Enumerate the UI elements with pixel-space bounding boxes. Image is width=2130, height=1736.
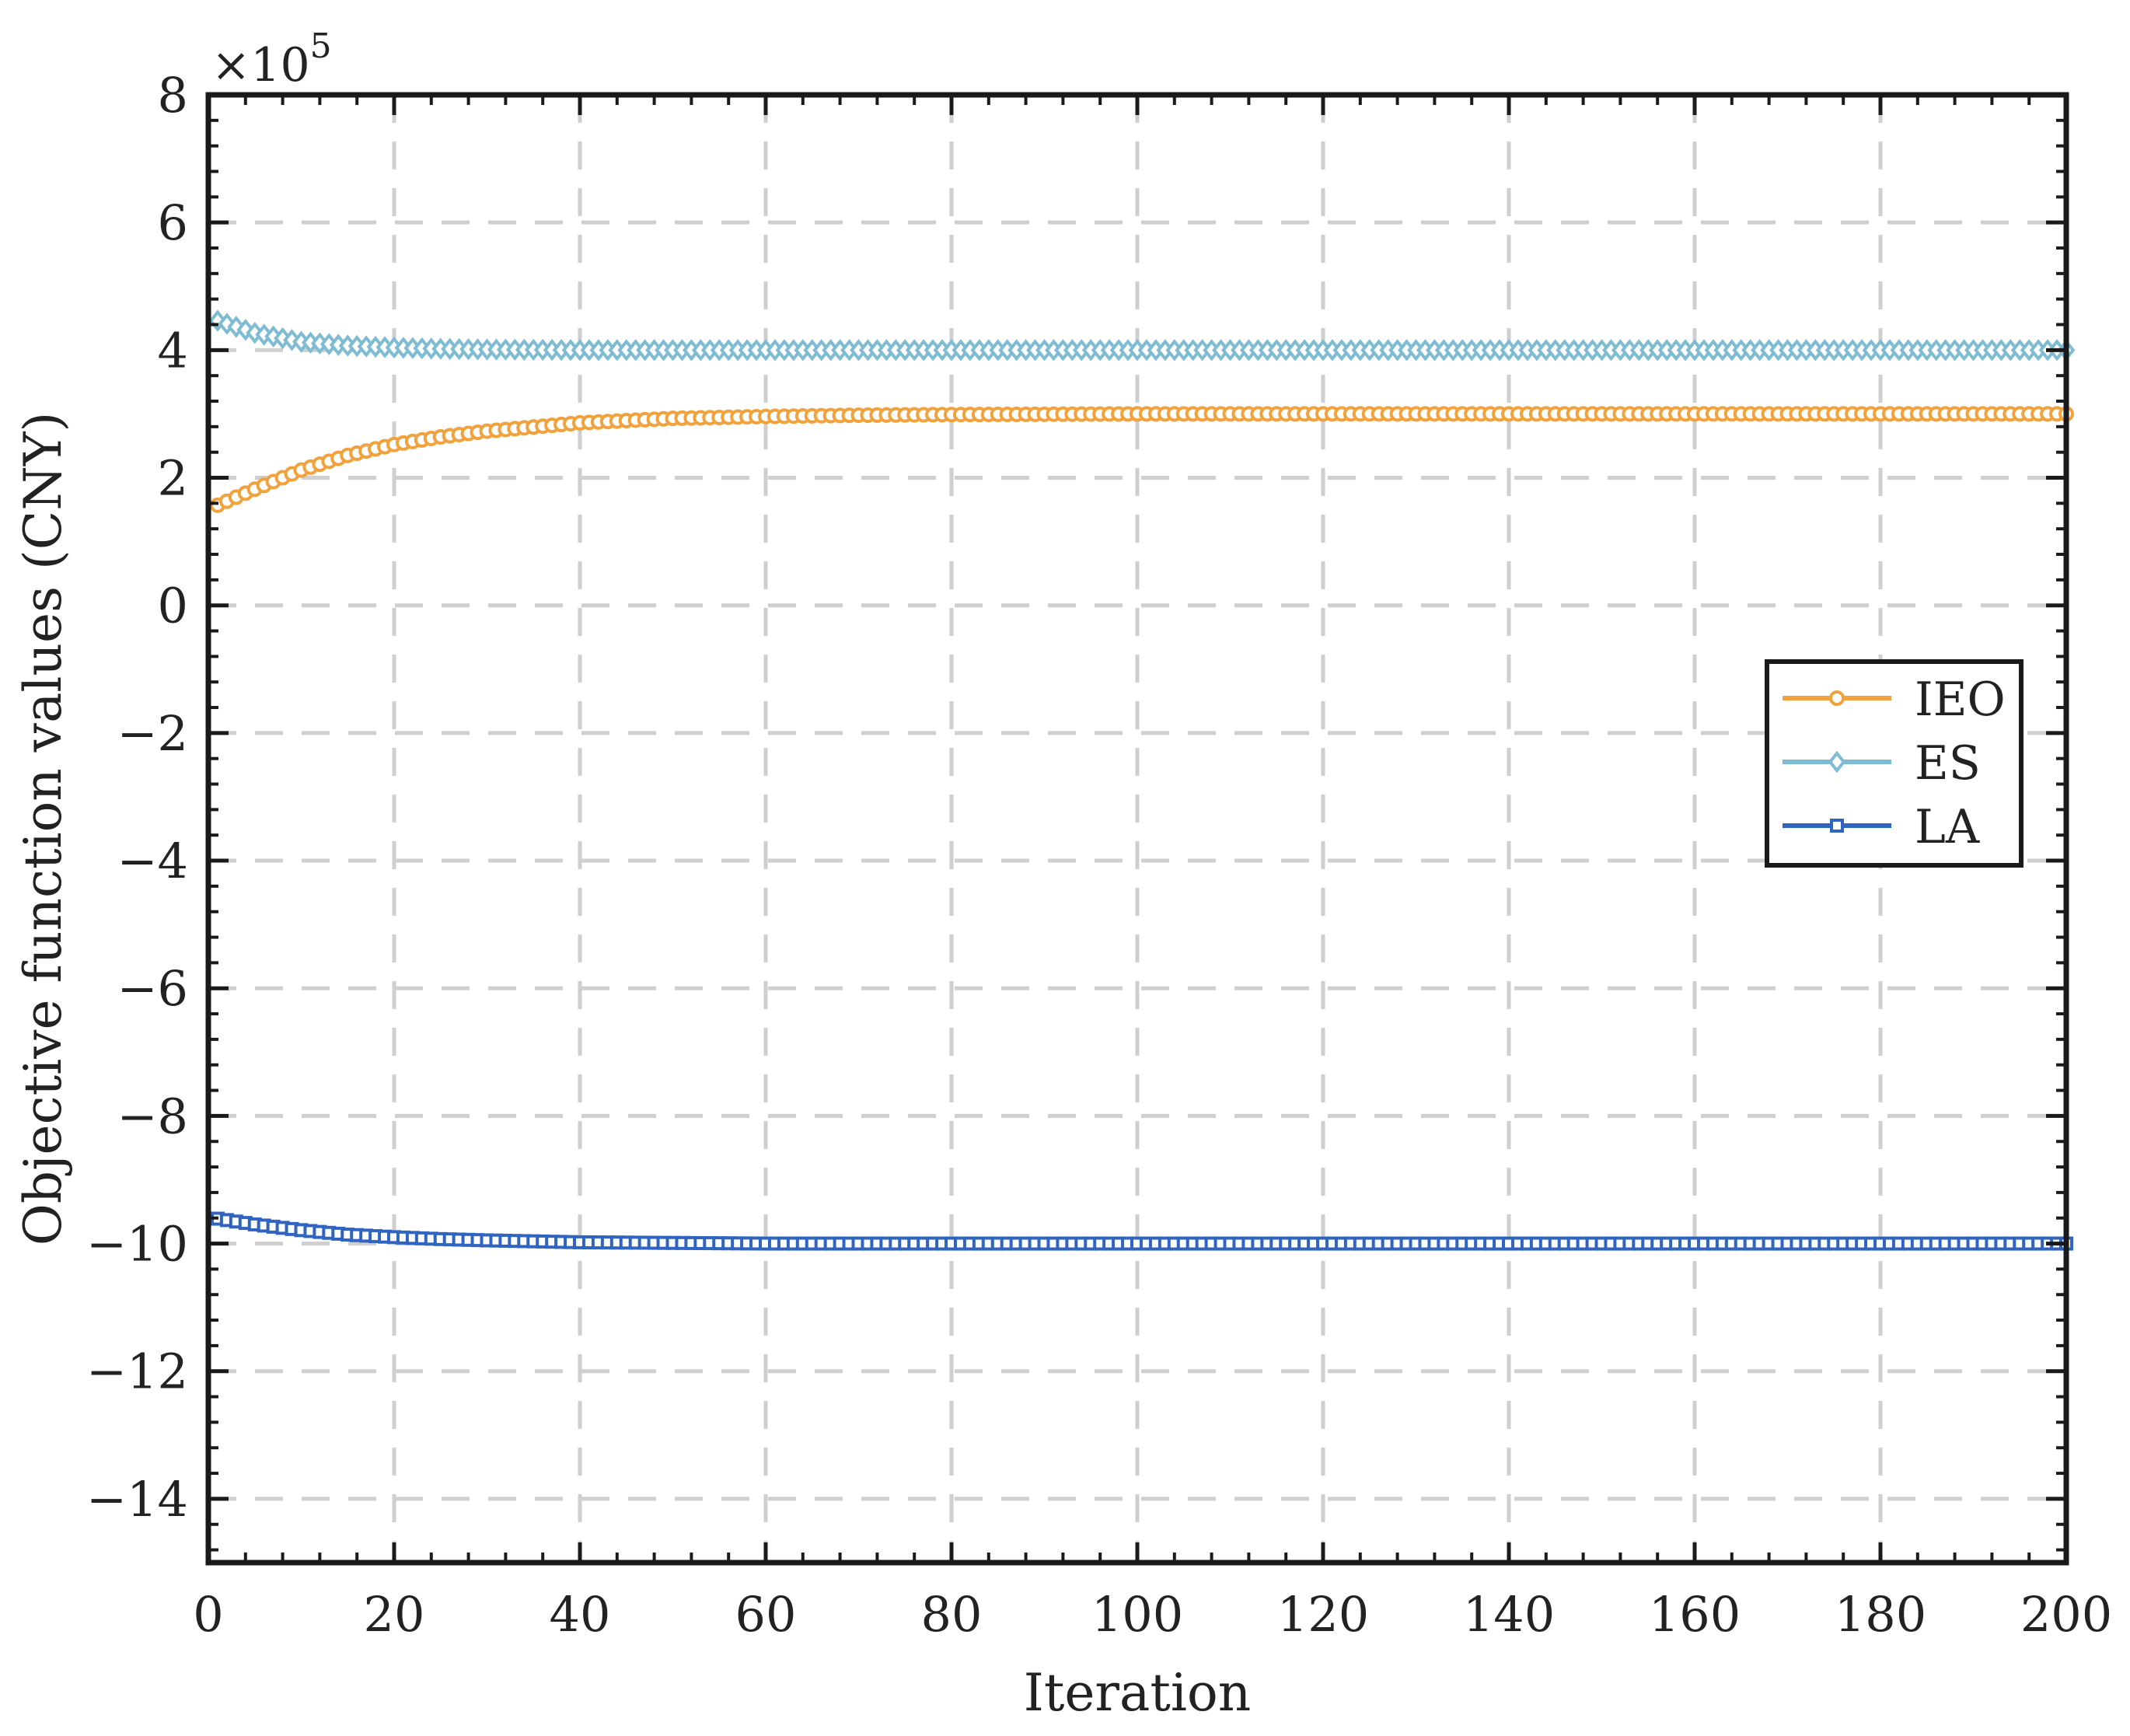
x-tick-label: 20	[364, 1586, 425, 1643]
y-tick-label: −8	[117, 1088, 188, 1144]
x-tick-label: 0	[193, 1586, 223, 1643]
x-tick-label: 140	[1463, 1586, 1555, 1643]
legend-swatch-marker	[1828, 750, 1846, 774]
y-tick-label: −10	[86, 1216, 188, 1273]
series-ieo	[209, 406, 2074, 513]
tick-labels: 0 20 40 60 80 100 120 140 160 180 20086420−2−4−6−8…	[86, 67, 2112, 1643]
y-tick-label: −6	[117, 960, 188, 1017]
x-tick-label: 180	[1835, 1586, 1926, 1643]
series-layer	[208, 309, 2076, 1251]
x-tick-label: 80	[921, 1586, 983, 1643]
series-la	[210, 1211, 2073, 1251]
x-tick-label: 200	[2020, 1586, 2112, 1643]
x-tick-label: 120	[1277, 1586, 1369, 1643]
legend: IEO ES LA	[1765, 659, 2024, 868]
y-tick-label: 6	[158, 194, 188, 251]
data-point-es	[218, 313, 236, 335]
x-tick-label: 60	[735, 1586, 797, 1643]
axis-ticks	[206, 93, 2069, 1563]
data-point-es	[236, 319, 255, 341]
y-tick-label: 8	[158, 67, 188, 124]
y-tick-label: 4	[158, 322, 188, 379]
y-tick-label: −14	[86, 1471, 188, 1528]
y-axis-label: Objective function values (CNY)	[13, 412, 73, 1246]
legend-item-ieo: IEO	[1783, 672, 2006, 727]
legend-item-la: LA	[1783, 800, 1980, 854]
y-tick-label: −4	[117, 833, 188, 889]
series-es	[208, 309, 2076, 362]
y-axis-multiplier-base: ×10	[211, 38, 310, 93]
y-axis-multiplier: ×105	[211, 26, 332, 93]
x-tick-label: 100	[1091, 1586, 1183, 1643]
x-axis-label: Iteration	[1024, 1663, 1251, 1723]
legend-label: ES	[1915, 736, 1981, 791]
legend-label: LA	[1915, 800, 1980, 854]
x-tick-label: 40	[550, 1586, 611, 1643]
y-tick-label: 2	[158, 450, 188, 507]
y-tick-label: −2	[117, 705, 188, 762]
y-axis-multiplier-exponent: 5	[310, 26, 332, 66]
x-tick-label: 160	[1649, 1586, 1741, 1643]
y-tick-label: 0	[158, 578, 188, 634]
legend-swatch-marker	[1829, 690, 1845, 706]
legend-label: IEO	[1915, 672, 2006, 727]
y-tick-label: −12	[86, 1343, 188, 1400]
legend-item-es: ES	[1783, 736, 1981, 791]
legend-swatch-marker	[1830, 819, 1844, 833]
